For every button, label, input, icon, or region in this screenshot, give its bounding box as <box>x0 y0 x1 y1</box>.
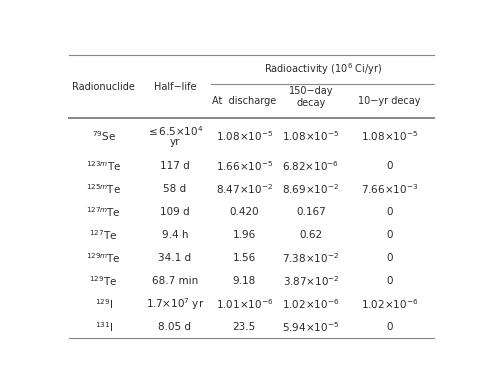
Text: 9.4 h: 9.4 h <box>162 230 188 240</box>
Text: 0: 0 <box>386 276 393 286</box>
Text: 23.5: 23.5 <box>233 322 256 332</box>
Text: Radionuclide: Radionuclide <box>72 82 135 92</box>
Text: 9.18: 9.18 <box>233 276 256 286</box>
Text: 109 d: 109 d <box>160 207 190 217</box>
Text: 1.02×10$^{-6}$: 1.02×10$^{-6}$ <box>282 297 340 311</box>
Text: 7.38×10$^{-2}$: 7.38×10$^{-2}$ <box>282 251 339 265</box>
Text: 1.56: 1.56 <box>233 253 256 263</box>
Text: 0: 0 <box>386 161 393 171</box>
Text: 0.420: 0.420 <box>229 207 259 217</box>
Text: 1.66×10$^{-5}$: 1.66×10$^{-5}$ <box>216 159 273 173</box>
Text: $^{129}$Te: $^{129}$Te <box>89 274 118 288</box>
Text: 1.02×10$^{-6}$: 1.02×10$^{-6}$ <box>361 297 418 311</box>
Text: 117 d: 117 d <box>160 161 190 171</box>
Text: 1.08×10$^{-5}$: 1.08×10$^{-5}$ <box>361 129 418 143</box>
Text: yr: yr <box>170 137 180 147</box>
Text: 0.62: 0.62 <box>300 230 323 240</box>
Text: 34.1 d: 34.1 d <box>159 253 191 263</box>
Text: 58 d: 58 d <box>164 184 187 194</box>
Text: At  discharge: At discharge <box>212 96 276 106</box>
Text: Radioactivity$\ $(10$^6$ Ci/yr): Radioactivity$\ $(10$^6$ Ci/yr) <box>264 62 382 77</box>
Text: Half−life: Half−life <box>154 82 196 92</box>
Text: 8.47×10$^{-2}$: 8.47×10$^{-2}$ <box>216 182 273 196</box>
Text: $^{125m}$Te: $^{125m}$Te <box>86 182 121 196</box>
Text: 0: 0 <box>386 322 393 332</box>
Text: 8.05 d: 8.05 d <box>159 322 191 332</box>
Text: 1.08×10$^{-5}$: 1.08×10$^{-5}$ <box>282 129 340 143</box>
Text: 1.08×10$^{-5}$: 1.08×10$^{-5}$ <box>216 129 273 143</box>
Text: $^{127m}$Te: $^{127m}$Te <box>86 205 121 219</box>
Text: 0: 0 <box>386 253 393 263</box>
Text: 10−yr decay: 10−yr decay <box>358 96 421 106</box>
Text: $^{123m}$Te: $^{123m}$Te <box>86 159 121 173</box>
Text: 1.96: 1.96 <box>233 230 256 240</box>
Text: $\leq$6.5×10$^{4}$: $\leq$6.5×10$^{4}$ <box>146 124 204 138</box>
Text: $^{129}$I: $^{129}$I <box>95 297 113 311</box>
Text: 1.7×10$^{7}$ yr: 1.7×10$^{7}$ yr <box>146 296 204 312</box>
Text: $^{129m}$Te: $^{129m}$Te <box>86 251 121 265</box>
Text: $^{131}$I: $^{131}$I <box>95 320 113 334</box>
Text: 68.7 min: 68.7 min <box>152 276 198 286</box>
Text: $^{127}$Te: $^{127}$Te <box>89 228 118 242</box>
Text: 6.82×10$^{-6}$: 6.82×10$^{-6}$ <box>282 159 340 173</box>
Text: 0: 0 <box>386 230 393 240</box>
Text: 3.87×10$^{-2}$: 3.87×10$^{-2}$ <box>283 274 339 288</box>
Text: $^{79}$Se: $^{79}$Se <box>92 129 116 143</box>
Text: 150−day
decay: 150−day decay <box>289 86 333 108</box>
Text: 8.69×10$^{-2}$: 8.69×10$^{-2}$ <box>282 182 339 196</box>
Text: 0: 0 <box>386 207 393 217</box>
Text: 0.167: 0.167 <box>296 207 326 217</box>
Text: 7.66×10$^{-3}$: 7.66×10$^{-3}$ <box>361 182 418 196</box>
Text: 1.01×10$^{-6}$: 1.01×10$^{-6}$ <box>216 297 273 311</box>
Text: 5.94×10$^{-5}$: 5.94×10$^{-5}$ <box>282 320 340 334</box>
